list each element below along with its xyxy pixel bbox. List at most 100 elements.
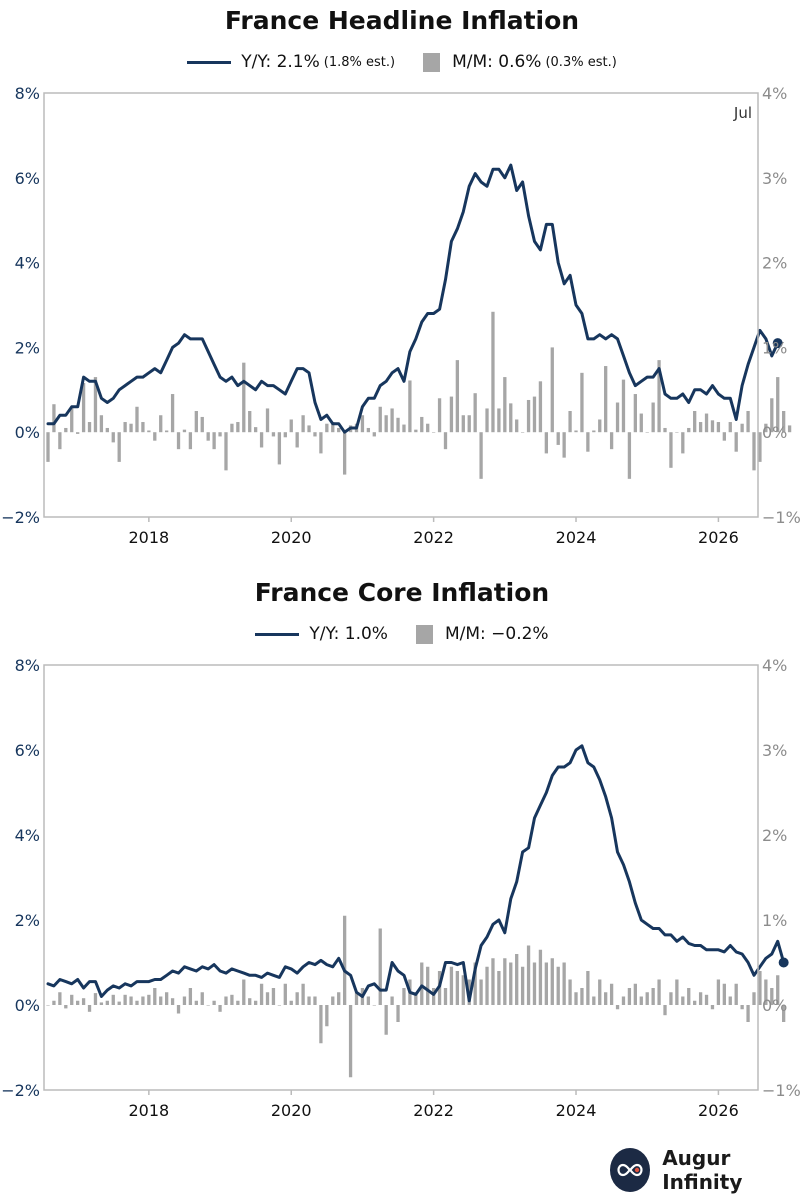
right-tick-label: −1%	[762, 1081, 801, 1100]
mm-bar	[402, 424, 406, 433]
legend-line-label: Y/Y: 1.0%	[309, 624, 388, 644]
mm-bar	[693, 411, 697, 433]
brand-name: Augur Infinity	[662, 1146, 743, 1194]
mm-bar	[248, 998, 252, 1005]
x-tick-label: 2022	[413, 528, 454, 547]
mm-bar	[165, 992, 169, 1005]
mm-bar	[87, 1005, 92, 1012]
mm-bar	[76, 1000, 80, 1005]
mm-bar	[135, 406, 139, 433]
mm-bar	[764, 979, 768, 1005]
mm-bar	[467, 415, 471, 433]
mm-bar	[99, 1002, 104, 1005]
mm-bar	[639, 996, 643, 1005]
left-tick-label: −2%	[1, 508, 40, 527]
mm-bar	[129, 423, 133, 433]
core-inflation-chart: 8% 6% 4% 2% 0% −2% 4% 3% 2% 1% 0% −1% 2018 2020 2022…	[1, 656, 801, 1120]
chart-title-core: France Core Inflation	[254, 578, 550, 607]
mm-bar	[479, 432, 483, 479]
mm-bar	[758, 971, 762, 1005]
legend-core: Y/Y: 1.0% M/M: −0.2%	[0, 624, 804, 644]
mm-bar	[378, 928, 382, 1005]
mm-bar	[147, 430, 151, 433]
mm-bar	[532, 396, 537, 433]
mm-bar	[520, 966, 525, 1005]
left-axis-ticks: 8% 6% 4% 2% 0% −2%	[1, 656, 40, 1100]
mm-bar	[105, 427, 109, 433]
mm-bar	[526, 945, 531, 1005]
mm-bar	[277, 432, 282, 465]
mm-bar	[212, 1000, 216, 1005]
yy-end-marker	[778, 957, 789, 968]
mm-bar	[331, 422, 335, 433]
mm-bar	[586, 432, 590, 452]
legend-bar-swatch	[423, 52, 441, 72]
mm-bar	[574, 430, 578, 433]
mm-bar	[770, 988, 774, 1005]
mm-bar	[253, 1000, 258, 1005]
mm-bar	[331, 996, 335, 1005]
mm-bar	[604, 366, 608, 433]
left-tick-label: 8%	[15, 656, 40, 675]
right-tick-label: 4%	[762, 84, 787, 103]
legend-line-swatch	[255, 632, 300, 636]
mm-bar	[526, 399, 531, 433]
mm-bar	[503, 958, 507, 1005]
x-tick-label: 2026	[698, 1101, 739, 1120]
mm-bar	[384, 1005, 388, 1035]
mm-bar	[556, 432, 560, 445]
left-tick-label: 6%	[15, 741, 40, 760]
mm-bar	[645, 432, 649, 433]
mm-bar	[354, 992, 359, 1005]
mm-bar	[319, 1005, 323, 1044]
mm-bar	[46, 432, 50, 462]
mm-bar	[449, 966, 454, 1005]
mm-bar	[580, 372, 584, 433]
mm-bar	[544, 432, 549, 454]
right-tick-label: 3%	[762, 169, 787, 188]
mm-bar	[449, 396, 454, 433]
mm-bar	[491, 311, 495, 433]
mm-bar	[568, 411, 572, 433]
mm-bar	[182, 429, 187, 433]
mm-bar	[117, 432, 121, 462]
mm-bar	[663, 427, 667, 433]
mm-bar	[289, 1000, 293, 1005]
mm-bar	[669, 992, 673, 1005]
mm-bar	[313, 432, 317, 437]
mm-bar	[111, 432, 115, 443]
mm-bar	[390, 408, 394, 433]
mm-bar	[698, 422, 703, 433]
plot-frame	[43, 664, 759, 1091]
mm-bar	[396, 417, 400, 433]
mm-bar	[722, 983, 726, 1005]
mm-bar	[669, 432, 673, 468]
mm-bar	[46, 1005, 50, 1006]
mm-bar	[562, 962, 566, 1005]
mm-bar	[716, 979, 721, 1005]
mm-bar	[538, 949, 543, 1005]
mm-bar	[710, 420, 715, 433]
mm-bar	[752, 432, 756, 471]
mm-bar	[301, 415, 305, 433]
mm-bar	[503, 377, 507, 433]
mm-bar	[224, 996, 228, 1005]
mm-bars	[46, 311, 792, 479]
mm-bar	[657, 360, 661, 433]
mm-bar	[443, 432, 448, 450]
right-tick-label: 1%	[762, 911, 787, 930]
mm-bar	[722, 432, 726, 441]
right-tick-label: 0%	[762, 996, 787, 1015]
mm-bar	[633, 983, 637, 1005]
right-tick-label: 4%	[762, 656, 787, 675]
mm-bar	[271, 432, 276, 437]
mm-bar	[70, 994, 74, 1005]
mm-bar	[295, 432, 299, 448]
left-tick-label: −2%	[1, 1081, 40, 1100]
mm-bar	[123, 422, 127, 433]
mm-bar	[509, 403, 513, 433]
mm-bar	[710, 1005, 715, 1010]
mm-bar	[295, 992, 299, 1005]
mm-bar	[598, 979, 602, 1005]
mm-bar	[609, 432, 614, 450]
